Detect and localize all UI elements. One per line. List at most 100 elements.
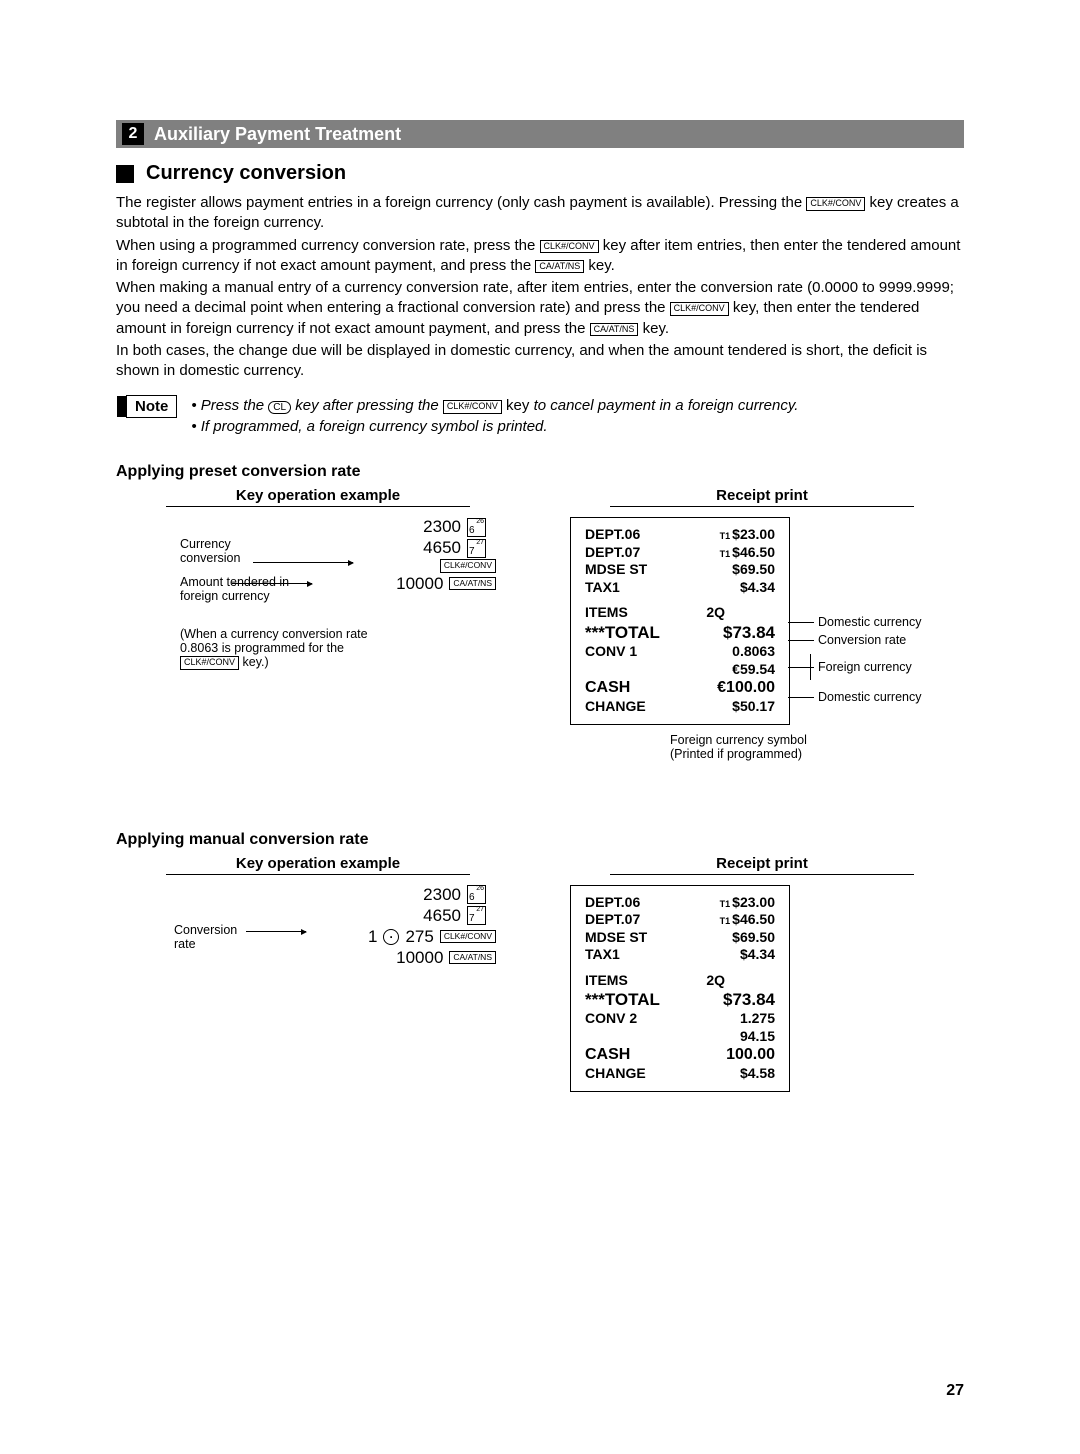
p2a: When using a programmed currency convers… [116,237,540,254]
r-value: 100.00 [726,1045,775,1065]
clk-key-icon: CLK#/CONV [443,400,502,414]
manual-key-col: Key operation example 2300 626 4650 727 … [116,855,520,969]
note-l1c: key [506,397,534,414]
r-value: $4.34 [740,579,775,597]
r-value: €100.00 [717,678,775,698]
r-label: CHANGE [585,698,646,716]
r-label: DEPT.06 [585,894,640,912]
callout-domestic: Domestic currency [818,615,922,629]
r-label: ITEMS [585,972,628,990]
note-l1a: • Press the [191,397,268,414]
body-text: The register allows payment entries in a… [116,193,964,381]
arrow-icon [246,931,306,932]
r-value: 2Q [706,604,725,622]
p1a: The register allows payment entries in a… [116,194,806,211]
r-label: CONV 2 [585,1010,637,1028]
num-entry: 4650 [423,906,461,926]
r-label: DEPT.07 [585,911,640,929]
r-label: CHANGE [585,1065,646,1083]
key-row: 10000 CA/AT/NS [116,948,496,968]
preset-heading: Applying preset conversion rate [116,463,964,481]
r-value: $50.17 [732,698,775,716]
r-value: €59.54 [732,661,775,679]
clk-key-icon: CLK#/CONV [440,559,496,572]
r-label: CASH [585,1045,630,1065]
r-value: $4.58 [740,1065,775,1083]
manual-heading: Applying manual conversion rate [116,831,964,849]
preset-key-col: Key operation example 2300 626 4650 727 … [116,487,520,594]
r-value: $46.50 [732,911,775,927]
arrow-icon [232,583,312,584]
r-value: 94.15 [740,1028,775,1046]
callout-foreign: Foreign currency [818,660,912,674]
section-title: Auxiliary Payment Treatment [154,124,401,145]
receipt: DEPT.06T1$23.00 DEPT.07T1$46.50 MDSE ST$… [570,885,790,1092]
note-l2: • If programmed, a foreign currency symb… [191,416,798,437]
annot-programmed: (When a currency conversion rate 0.8063 … [180,627,400,670]
caat-key-icon: CA/AT/NS [590,323,639,337]
r-value: $69.50 [732,561,775,579]
num-entry: 10000 [396,948,443,968]
num-entry: 275 [405,927,433,947]
clk-key-icon: CLK#/CONV [670,302,729,316]
section-banner: 2 Auxiliary Payment Treatment [116,120,964,148]
r-label: DEPT.06 [585,526,640,544]
callout-rate: Conversion rate [818,633,906,647]
clk-key-icon: CLK#/CONV [806,197,865,211]
r-value: 0.8063 [732,643,775,661]
callout-line [788,640,814,641]
bracket-icon [810,654,811,680]
key-row: CLK#/CONV [116,559,496,572]
section-number: 2 [122,123,144,145]
note-body: • Press the CL key after pressing the CL… [191,395,798,437]
annot-conv-rate: Conversion rate [174,923,254,951]
p4: In both cases, the change due will be di… [116,341,964,382]
r-value: $23.00 [732,894,775,910]
clk-key-icon: CLK#/CONV [440,930,496,943]
annot-tendered: Amount tendered in foreign currency [180,575,290,603]
numkey-7: 727 [467,906,486,925]
caat-key-icon: CA/AT/NS [449,577,496,590]
clk-key-icon: CLK#/CONV [180,656,239,670]
key-row: 4650 727 [116,538,486,558]
callout-line [788,622,814,623]
num-entry: 2300 [423,517,461,537]
key-op-title: Key operation example [166,855,470,875]
key-row: 2300 626 [116,517,486,537]
key-op-title: Key operation example [166,487,470,507]
manual-block: Key operation example 2300 626 4650 727 … [116,855,964,1092]
manual-receipt-col: Receipt print DEPT.06T1$23.00 DEPT.07T1$… [560,855,964,1092]
key-row: 2300 626 [116,885,486,905]
r-value: $73.84 [723,622,775,643]
subsection-heading: Currency conversion [116,162,964,185]
receipt-title: Receipt print [610,487,914,507]
clk-key-icon: CLK#/CONV [540,240,599,254]
r-value: 2Q [706,972,725,990]
dot-key-icon: · [383,929,399,945]
callout-line [788,697,814,698]
r-label: ITEMS [585,604,628,622]
note-l1b: key after pressing the [295,397,443,414]
numkey-6: 626 [467,885,486,904]
square-icon [116,165,134,183]
r-label: TAX1 [585,946,620,964]
note-l1d: to cancel payment in a foreign currency. [534,397,799,414]
receipt-title: Receipt print [610,855,914,875]
r-label: DEPT.07 [585,544,640,562]
note-block: Note • Press the CL key after pressing t… [126,395,964,437]
r-value: $73.84 [723,989,775,1010]
preset-receipt-col: Receipt print DEPT.06T1$23.00 DEPT.07T1$… [560,487,964,760]
r-label: MDSE ST [585,929,647,947]
r-label: CASH [585,678,630,698]
r-value: 1.275 [740,1010,775,1028]
num-entry: 4650 [423,538,461,558]
numkey-6: 626 [467,518,486,537]
r-label: TAX1 [585,579,620,597]
caat-key-icon: CA/AT/NS [449,951,496,964]
p2c: key. [588,257,614,274]
note-label: Note [126,395,177,418]
num-entry: 10000 [396,574,443,594]
receipt: DEPT.06T1$23.00 DEPT.07T1$46.50 MDSE ST$… [570,517,790,724]
r-value: $4.34 [740,946,775,964]
r-label: MDSE ST [585,561,647,579]
